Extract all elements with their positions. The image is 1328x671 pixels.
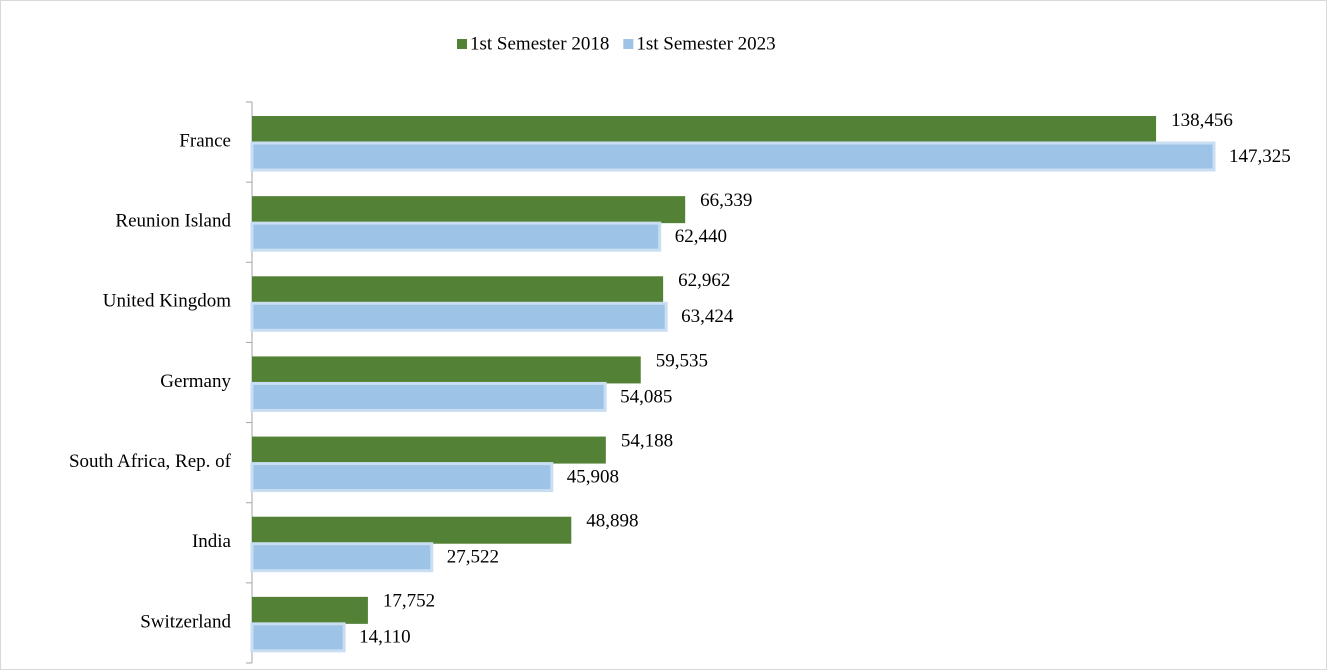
- legend-label: 1st Semester 2018: [470, 33, 609, 54]
- bar: [250, 381, 607, 412]
- bar: [252, 436, 606, 464]
- data-label: 54,085: [620, 386, 672, 407]
- y-tick-label: France: [179, 130, 231, 151]
- data-label: 138,456: [1171, 110, 1233, 131]
- y-tick-label: South Africa, Rep. of: [69, 451, 232, 472]
- bar: [252, 276, 664, 304]
- data-label: 27,522: [447, 547, 499, 568]
- data-label: 59,535: [656, 350, 708, 371]
- bar: [250, 622, 346, 653]
- y-tick-label: Germany: [160, 371, 231, 392]
- data-label: 62,440: [675, 226, 727, 247]
- y-tick-label: Reunion Island: [115, 211, 231, 232]
- data-label: 62,962: [678, 270, 730, 291]
- bar: [250, 542, 434, 573]
- bar: [252, 516, 572, 544]
- legend-swatch: [623, 39, 634, 49]
- data-label: 17,752: [383, 591, 435, 612]
- bar: [252, 116, 1157, 143]
- data-label: 45,908: [567, 466, 619, 487]
- data-label: 14,110: [359, 627, 411, 648]
- bar: [252, 196, 686, 224]
- y-tick-label: Switzerland: [140, 611, 231, 632]
- legend-label: 1st Semester 2023: [636, 33, 775, 54]
- bar: [250, 141, 1216, 172]
- data-label: 147,325: [1229, 146, 1291, 167]
- y-tick-label: India: [192, 531, 232, 552]
- data-label: 63,424: [681, 306, 734, 327]
- y-tick-label: United Kingdom: [103, 291, 231, 312]
- bar: [250, 462, 554, 493]
- bar: [250, 301, 668, 332]
- data-label: 54,188: [621, 430, 673, 451]
- bar: [252, 356, 641, 384]
- legend-swatch: [457, 39, 467, 49]
- data-label: 48,898: [586, 511, 638, 532]
- data-label: 66,339: [700, 190, 752, 211]
- bar: [252, 596, 368, 624]
- bar: [250, 221, 662, 252]
